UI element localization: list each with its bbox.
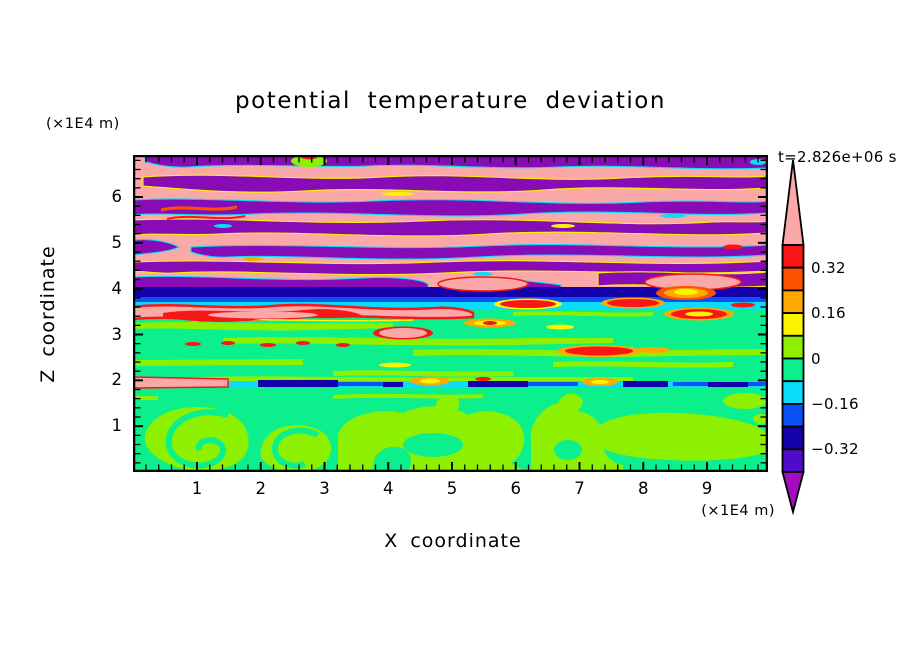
colorbar-block-greenyellow — [781, 334, 805, 360]
colorbar-label: 0.16 — [811, 304, 846, 323]
chart-title: potential temperature deviation — [235, 88, 666, 114]
y-tick-label: 5 — [111, 232, 123, 252]
x-tick-label: 9 — [701, 479, 713, 498]
colorbar-label: 0.32 — [811, 258, 846, 277]
timestamp-label: t=2.826e+06 s — [778, 148, 897, 166]
axis-ticks — [135, 157, 766, 470]
wave-band-fringe-accents — [160, 155, 766, 276]
interface-stripe — [133, 376, 768, 389]
x-tick-label: 7 — [574, 479, 585, 498]
x-tick-label: 4 — [383, 479, 394, 498]
colorbar-label: 0 — [811, 349, 821, 368]
colorbar-block-red — [781, 244, 805, 269]
x-axis-title: X coordinate — [384, 530, 522, 552]
convective-plumes — [133, 393, 768, 472]
y-axis-title: Z coordinate — [37, 245, 59, 383]
x-tick-label: 8 — [638, 479, 649, 498]
x-tick-label: 5 — [446, 479, 458, 498]
colorbar-label: −0.16 — [811, 394, 859, 413]
y-tick-label: 3 — [111, 324, 123, 344]
y-axis-unit-label: (×1E4 m) — [46, 116, 120, 132]
colorbar-block-navy — [781, 425, 805, 451]
plot-frame — [133, 155, 768, 472]
y-tick-label: 2 — [111, 370, 123, 390]
colorbar-label: −0.32 — [811, 440, 859, 459]
contour-plot — [133, 155, 768, 472]
colorbar-block-orangered — [781, 266, 805, 292]
colorbar-block-cyan — [781, 380, 805, 405]
colorbar-block-springgreen — [781, 357, 805, 383]
warm-lenses — [163, 297, 755, 368]
x-tick-label: 6 — [510, 479, 522, 498]
colorbar-block-orange — [781, 289, 805, 314]
colorbar-block-blue — [781, 402, 805, 428]
colorbar-blocks — [781, 244, 805, 473]
x-tick-label: 3 — [319, 479, 330, 498]
y-tick-label: 1 — [111, 416, 123, 436]
x-tick-label: 1 — [191, 479, 203, 498]
colorbar-block-indigo — [781, 448, 805, 473]
colorbar-over-arrow — [781, 159, 805, 246]
x-tick-label: 2 — [255, 479, 267, 498]
colorbar — [781, 159, 805, 516]
y-tick-label: 4 — [111, 278, 123, 298]
colorbar-under-arrow — [781, 471, 805, 516]
y-tick-label: 6 — [111, 187, 123, 207]
colorbar-block-yellow — [781, 312, 805, 337]
x-axis-unit-label: (×1E4 m) — [701, 503, 775, 519]
